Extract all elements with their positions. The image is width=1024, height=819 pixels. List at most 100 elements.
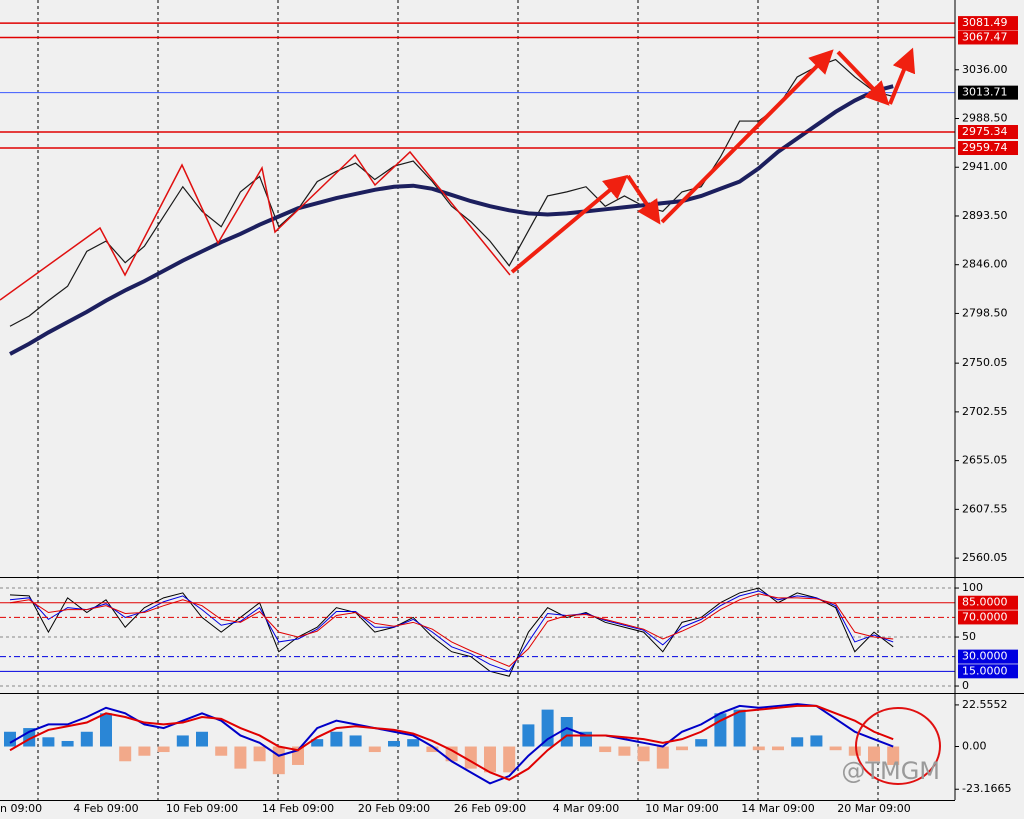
histogram-bar	[196, 731, 208, 747]
histogram-bar	[637, 746, 650, 762]
y-tick-label: -23.1665	[962, 782, 1011, 795]
level-box	[958, 664, 1018, 679]
histogram-bar	[388, 740, 400, 747]
histogram-bar	[368, 746, 381, 753]
histogram-bar	[464, 746, 477, 769]
series-line	[9, 704, 894, 781]
histogram-bar	[695, 739, 708, 747]
y-tick-label: 2893.50	[962, 209, 1008, 222]
level-label: 70.0000	[962, 610, 1008, 623]
histogram-bar	[618, 746, 631, 756]
y-tick-label: 3036.00	[962, 63, 1008, 76]
histogram-bar	[829, 746, 842, 751]
histogram-bar	[868, 746, 880, 762]
x-tick-label: 20 Feb 09:00	[358, 802, 430, 815]
level-label: 15.0000	[962, 664, 1008, 677]
y-tick-label: 2702.55	[962, 405, 1008, 418]
histogram-bar	[42, 737, 55, 747]
y-tick-label: 2607.55	[962, 502, 1008, 515]
histogram-bar	[80, 731, 93, 747]
histogram-bar	[541, 709, 554, 747]
y-tick-label: 2560.05	[962, 551, 1008, 564]
histogram-bar	[733, 709, 746, 747]
histogram-bar	[176, 735, 189, 747]
histogram-bar	[848, 746, 861, 756]
histogram-bar	[349, 735, 362, 747]
x-tick-label: 4 Feb 09:00	[73, 802, 138, 815]
x-tick-label: n 09:00	[0, 802, 42, 815]
level-label: 3013.71	[962, 86, 1008, 99]
y-tick-label: 2798.50	[962, 306, 1008, 319]
level-box	[958, 649, 1018, 664]
y-tick-label: 2846.00	[962, 258, 1008, 271]
histogram-bar	[426, 746, 439, 753]
series-line	[9, 590, 894, 672]
series-line	[9, 58, 894, 327]
x-tick-label: 14 Mar 09:00	[741, 802, 814, 815]
series-line	[9, 593, 894, 668]
level-box	[958, 16, 1018, 31]
histogram-bar	[4, 731, 16, 747]
x-tick-label: 10 Feb 09:00	[166, 802, 238, 815]
frame	[0, 0, 1024, 801]
histogram-bar	[119, 746, 132, 762]
histogram-bar	[560, 717, 573, 747]
histogram-bar	[61, 740, 74, 747]
level-label: 85.0000	[962, 596, 1008, 609]
y-tick-label: 2941.00	[962, 160, 1008, 173]
histogram-bar	[522, 724, 535, 747]
watermark: @TMGM	[841, 757, 940, 785]
x-tick-label: 20 Mar 09:00	[837, 802, 910, 815]
y-tick-label: 100	[962, 581, 983, 594]
histogram-bar	[791, 737, 804, 747]
level-label: 30.0000	[962, 650, 1008, 663]
level-box	[958, 610, 1018, 625]
y-tick-label: 22.5552	[962, 698, 1008, 711]
series-line	[9, 587, 894, 677]
histogram-bar	[157, 746, 170, 753]
histogram-bar	[407, 739, 420, 747]
time-grid	[37, 0, 879, 800]
level-box	[958, 141, 1018, 156]
level-label: 3081.49	[962, 16, 1008, 29]
x-tick-label: 4 Mar 09:00	[553, 802, 619, 815]
x-tick-label: 26 Feb 09:00	[454, 802, 526, 815]
annotations	[0, 47, 941, 785]
histogram-bar	[676, 746, 688, 751]
x-tick-label: 14 Feb 09:00	[262, 802, 334, 815]
series-line	[9, 84, 894, 356]
y-tick-label: 50	[962, 630, 976, 643]
histogram-bar	[656, 746, 669, 769]
plots: 3036.00 2988.50 2941.00 2893.50 2846.00 2798.…	[0, 16, 1018, 815]
histogram-bar	[100, 713, 112, 747]
histogram-bar	[215, 746, 228, 756]
y-tick-label: 2655.05	[962, 454, 1008, 467]
histogram-bar	[503, 746, 516, 773]
histogram-bar	[484, 746, 496, 773]
level-label: 2975.34	[962, 125, 1008, 138]
level-box	[958, 125, 1018, 140]
y-tick-label: 0	[962, 679, 969, 692]
level-box	[958, 85, 1018, 100]
level-label: 2959.74	[962, 141, 1008, 154]
y-tick-label: 2750.05	[962, 356, 1008, 369]
histogram-bar	[272, 746, 285, 775]
histogram-bar	[752, 746, 765, 751]
histogram-bar	[330, 731, 343, 747]
histogram-bar	[253, 746, 266, 762]
y-tick-label: 2988.50	[962, 112, 1008, 125]
histogram-bar	[311, 739, 324, 747]
level-label: 3067.47	[962, 30, 1008, 43]
histogram-bar	[887, 746, 900, 765]
histogram-bar	[445, 746, 458, 762]
histogram-bar	[599, 746, 612, 753]
x-tick-label: 10 Mar 09:00	[645, 802, 718, 815]
level-box	[958, 30, 1018, 45]
histogram-bar	[138, 746, 151, 756]
level-box	[958, 595, 1018, 610]
histogram-bar	[810, 735, 823, 747]
histogram-bar	[772, 746, 784, 751]
y-tick-label: 0.00	[962, 740, 987, 753]
